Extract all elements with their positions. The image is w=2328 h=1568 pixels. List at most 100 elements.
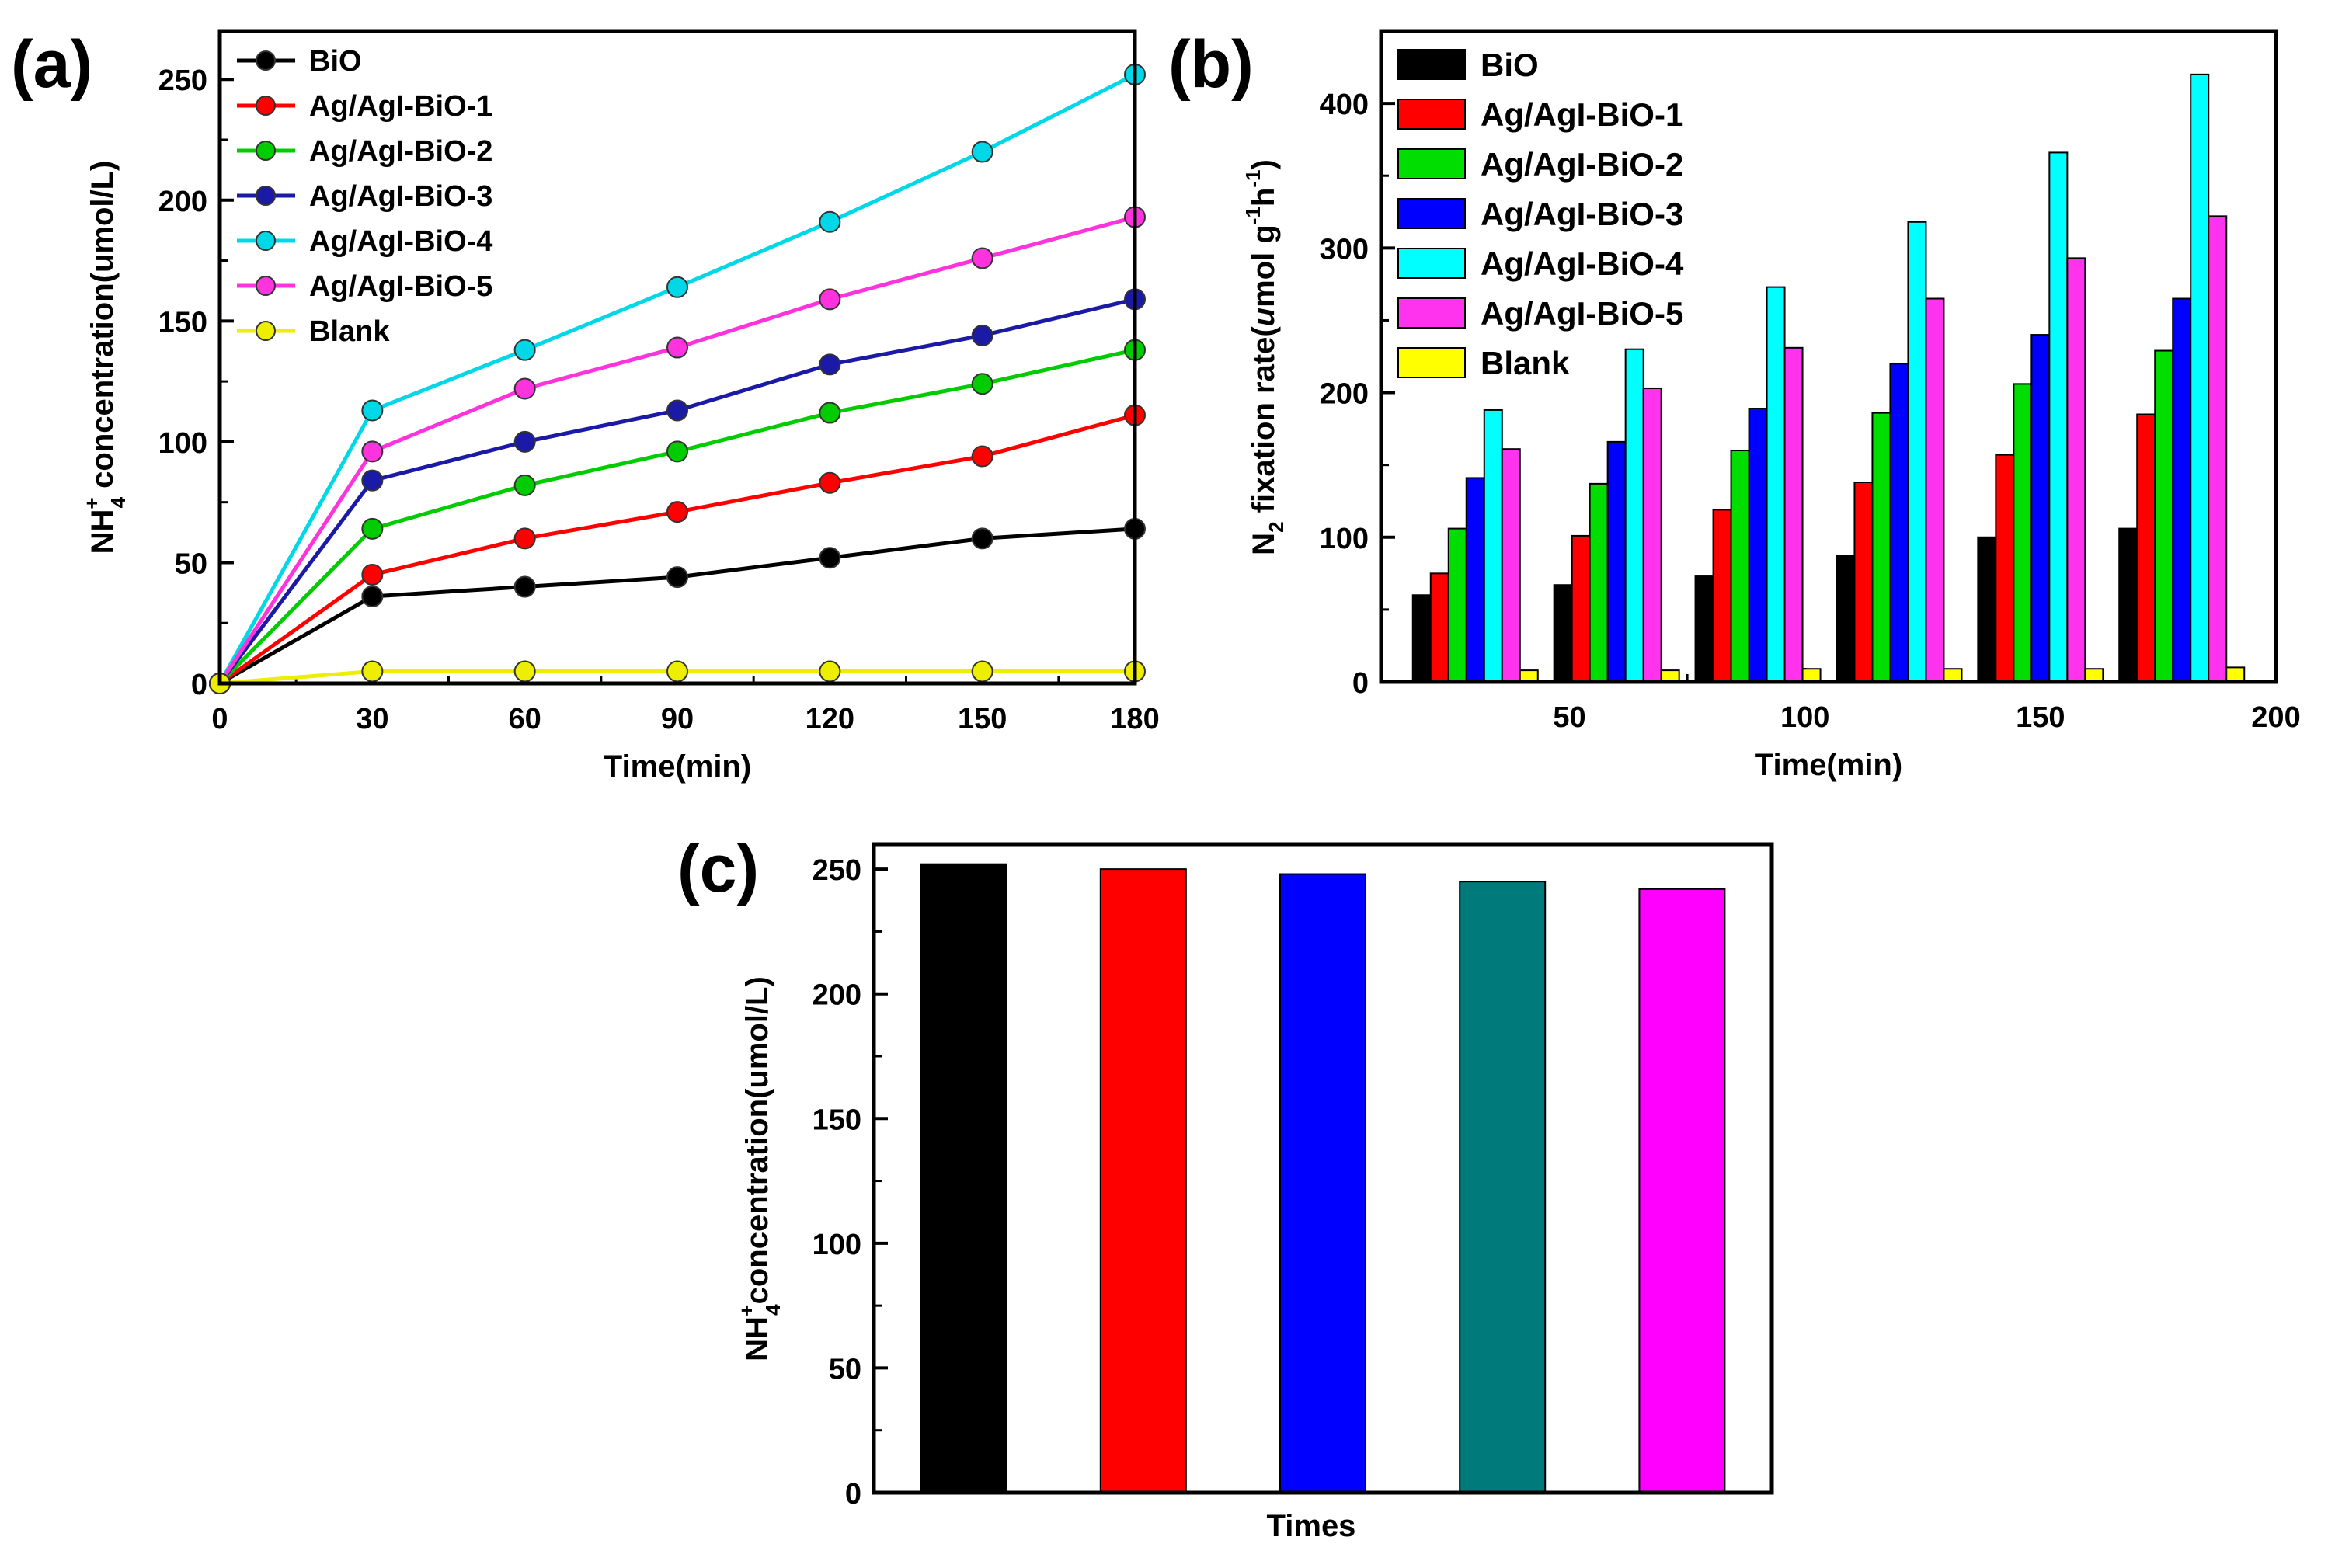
series-line-BiO xyxy=(218,527,1136,686)
legend-marker-Ag/AgI-BiO-5 xyxy=(256,276,276,296)
data-point-BiO xyxy=(971,527,993,550)
data-point-Ag/AgI-BiO-5 xyxy=(666,336,688,359)
panel-b-y-tick-label: 300 xyxy=(1320,233,1369,266)
data-point-Blank xyxy=(513,660,536,683)
bar-Ag/AgI-BiO-1 xyxy=(2136,413,2156,683)
panel-a-y-tick-label: 200 xyxy=(158,186,207,218)
data-point-Blank xyxy=(361,660,384,683)
panel-a-x-tick-label: 60 xyxy=(509,703,541,735)
data-point-Blank xyxy=(819,660,841,683)
data-point-Ag/AgI-BiO-4 xyxy=(361,399,384,422)
bar-Ag/AgI-BiO-3 xyxy=(2172,297,2192,683)
bar-Ag/AgI-BiO-4 xyxy=(1624,348,1644,683)
data-point-Ag/AgI-BiO-1 xyxy=(361,564,384,586)
bar-BiO xyxy=(1411,594,1432,683)
data-point-Ag/AgI-BiO-5 xyxy=(819,288,841,311)
bar-Ag/AgI-BiO-4 xyxy=(1907,221,1927,683)
legend-label: Ag/AgI-BiO-2 xyxy=(1481,146,1683,183)
panel-b-y-tick-label: 200 xyxy=(1320,378,1369,411)
panel-a-x-tick-label: 120 xyxy=(806,703,854,735)
bar-Blank xyxy=(2225,666,2246,683)
bar-Ag/AgI-BiO-2 xyxy=(2154,349,2174,683)
data-point-Ag/AgI-BiO-2 xyxy=(819,402,841,424)
legend-swatch-Ag/AgI-BiO-3 xyxy=(1397,198,1466,229)
panel-a-y-tick-label: 250 xyxy=(158,64,207,97)
data-point-Ag/AgI-BiO-3 xyxy=(819,353,841,376)
data-point-Ag/AgI-BiO-3 xyxy=(361,469,384,492)
legend-label: Ag/AgI-BiO-5 xyxy=(309,270,492,303)
panel-b-label: (b) xyxy=(1168,27,1254,102)
panel-c-x-axis-label: Times xyxy=(1267,1509,1356,1543)
panel-a-x-tick-label: 180 xyxy=(1110,703,1159,735)
panel-b-y-tick-label: 0 xyxy=(1352,667,1369,700)
bar-BiO xyxy=(1694,575,1714,683)
panel-a-y-axis-label: NH+ 4 concentration(umol/L) xyxy=(80,161,130,555)
panel-c-y-tick-label: 0 xyxy=(845,1478,861,1511)
legend-label: Ag/AgI-BiO-1 xyxy=(1481,96,1683,133)
panel-a-x-tick-label: 30 xyxy=(356,703,388,735)
bar-Ag/AgI-BiO-3 xyxy=(2030,334,2051,683)
data-point-Ag/AgI-BiO-1 xyxy=(513,527,536,550)
panel-b-x-tick-label: 100 xyxy=(1780,701,1829,734)
legend-label: Ag/AgI-BiO-1 xyxy=(309,90,492,123)
panel-b-y-axis-label: N2 fixation rate(umol g-1h-1) xyxy=(1241,159,1288,555)
data-point-Ag/AgI-BiO-5 xyxy=(361,440,384,463)
bar-Ag/AgI-BiO-3 xyxy=(1606,440,1627,683)
panel-a-x-axis-label: Time(min) xyxy=(604,749,751,784)
panel-b: (b) 0 100 200 300 400 50 100 150 200 BiO Ag/AgI-Bi… xyxy=(1168,27,2301,782)
data-point-Ag/AgI-BiO-3 xyxy=(513,430,536,453)
bar-Ag/AgI-BiO-4 xyxy=(1483,409,1503,683)
panel-b-x-tick-label: 150 xyxy=(2016,701,2065,734)
panel-b-plot: 0 100 200 300 400 50 100 150 200 BiO Ag/AgI-BiO-1 A… xyxy=(1320,47,2301,734)
legend-label: Ag/AgI-BiO-3 xyxy=(1481,196,1683,232)
bar-Ag/AgI-BiO-5 xyxy=(1501,448,1521,683)
data-point-Ag/AgI-BiO-2 xyxy=(666,440,688,463)
panel-a-x-tick-label: 0 xyxy=(211,703,228,735)
legend-label: BiO xyxy=(309,45,362,78)
legend-label: Ag/AgI-BiO-5 xyxy=(1481,295,1683,332)
data-point-BiO xyxy=(361,586,384,607)
bar-Ag/AgI-BiO-2 xyxy=(1871,412,1891,683)
panel-a-x-tick-label: 150 xyxy=(958,703,1007,735)
bar-Ag/AgI-BiO-1 xyxy=(1712,509,1732,683)
bar-BiO xyxy=(1977,536,1997,683)
legend-swatch-BiO xyxy=(1397,49,1466,80)
legend-label: Ag/AgI-BiO-2 xyxy=(309,135,492,168)
bar-run-1 xyxy=(920,863,1007,1493)
data-point-Ag/AgI-BiO-4 xyxy=(513,339,536,361)
panel-b-y-tick-label: 400 xyxy=(1320,89,1369,121)
legend-marker-Ag/AgI-BiO-3 xyxy=(256,186,276,206)
bar-Ag/AgI-BiO-2 xyxy=(1589,482,1609,683)
data-point-Blank xyxy=(971,660,993,683)
bar-Ag/AgI-BiO-1 xyxy=(1429,572,1449,683)
bar-Ag/AgI-BiO-4 xyxy=(2190,73,2210,683)
bar-BiO xyxy=(1836,555,1856,683)
panel-a-frame xyxy=(217,29,1137,686)
data-point-Ag/AgI-BiO-4 xyxy=(819,210,841,233)
panel-c-y-tick-label: 250 xyxy=(813,854,861,887)
panel-a: (a) 0 50 100 150 200 250 0 30 60 90 120 150 180 BiO Ag… xyxy=(11,27,1160,784)
bar-run-3 xyxy=(1279,873,1366,1493)
legend-swatch-Ag/AgI-BiO-5 xyxy=(1397,297,1466,329)
bar-run-5 xyxy=(1638,888,1726,1494)
data-point-Ag/AgI-BiO-2 xyxy=(361,517,384,540)
panel-c-label: (c) xyxy=(677,832,759,906)
panel-b-frame xyxy=(1379,29,2278,684)
bar-Ag/AgI-BiO-5 xyxy=(2208,215,2228,683)
data-point-Ag/AgI-BiO-5 xyxy=(513,377,536,400)
data-point-Blank xyxy=(666,660,688,683)
legend-label: Blank xyxy=(1481,345,1570,381)
data-point-BiO xyxy=(666,566,688,589)
legend-label: Ag/AgI-BiO-3 xyxy=(309,180,492,213)
bar-Ag/AgI-BiO-5 xyxy=(1642,387,1662,683)
bar-Ag/AgI-BiO-1 xyxy=(1995,454,2015,683)
bar-Ag/AgI-BiO-5 xyxy=(1925,297,1945,683)
bar-Ag/AgI-BiO-4 xyxy=(2048,151,2069,683)
data-point-Ag/AgI-BiO-1 xyxy=(819,471,841,494)
bar-Ag/AgI-BiO-2 xyxy=(1447,527,1467,683)
panel-c-plot: 0 50 100 150 200 250 xyxy=(813,854,1726,1511)
bar-BiO xyxy=(2118,527,2138,683)
bar-Ag/AgI-BiO-3 xyxy=(1748,408,1768,683)
panel-a-label: (a) xyxy=(11,27,92,102)
bar-Ag/AgI-BiO-5 xyxy=(1783,346,1804,683)
